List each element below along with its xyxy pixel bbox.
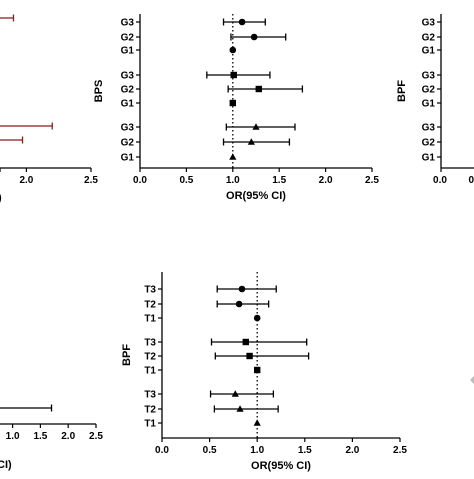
top-left-x-tick-label: 2.0 [19,175,33,186]
bottom-center-ci-bar [213,405,279,413]
top-center-x-tick-label: 1.0 [226,175,240,186]
top-right-row-label: G1 [422,99,436,110]
bottom-center-point-circle [235,300,243,308]
bottom-center-x-tick-label: 2.0 [345,445,359,456]
top-center-point-square [229,99,236,107]
bottom-center-point-triangle [231,390,239,397]
top-center-row-label: G2 [121,85,135,96]
top-center-row-label: G2 [121,33,135,44]
top-center-row-label: G1 [121,153,135,164]
bottom-center-row-label: T1 [144,314,156,325]
bottom-center-point-square [242,338,249,346]
top-center-point-circle [229,46,237,54]
bottom-center-point-triangle [253,419,261,426]
bottom-center-row-label: T3 [144,285,156,296]
top-center-point-circle [250,33,258,41]
top-center-row-label: G3 [121,123,135,134]
bottom-left-x-tick-label: 2.5 [89,431,103,442]
top-center-ci-bar [206,71,271,79]
bottom-center-row-label: T3 [144,390,156,401]
top-center-ci-bar [230,33,287,41]
top-center-x-tick-label: 1.5 [272,175,286,186]
bottom-center-row-label: T1 [144,419,156,430]
bottom-center-row-label: T3 [144,338,156,349]
top-center-y-axis-title: BPS [93,80,105,103]
bottom-left-x-tick-label: 1.0 [6,431,20,442]
bottom-center-x-tick-label: 0.0 [155,445,169,456]
top-left-ci-bar [0,14,15,22]
bottom-center-point-circle [253,314,261,322]
top-left-ci-bar [0,122,53,130]
top-right-row-label: G3 [422,123,436,134]
top-center-point-circle [238,18,246,26]
top-right-x-tick-label: 0 [468,175,474,186]
bottom-center-row-label: T2 [144,405,156,416]
top-center-x-tick-label: 0.5 [179,175,193,186]
bottom-center-ci-bar [216,300,270,308]
top-right-row-label: G3 [422,71,436,82]
top-center-ci-bar [225,123,296,131]
top-right-row-label: G2 [422,85,436,96]
bottom-center-x-tick-label: 0.5 [203,445,217,456]
bottom-left-x-tick-label: 1.5 [33,431,47,442]
bottom-center-point-square [246,352,253,360]
top-center-point-triangle [229,153,237,160]
bottom-center-x-tick-label: 2.5 [393,445,407,456]
bottom-center-ci-bar [209,390,275,398]
top-center-point-square [255,85,262,93]
bottom-center-x-tick-label: 1.0 [250,445,264,456]
bottom-left-x-tick-label: 2.0 [61,431,75,442]
top-center-point-square [230,71,237,79]
bottom-left-x-axis-title-fragment: CI) [0,459,12,471]
bottom-center-x-tick-label: 1.5 [298,445,312,456]
top-left-ci-bar [0,136,24,144]
top-center-row-label: G1 [121,99,135,110]
top-right-row-label: G2 [422,33,436,44]
bottom-center-point-triangle [236,405,244,412]
top-center-point-triangle [247,138,255,145]
top-center-x-tick-label: 0.0 [133,175,147,186]
bottom-center-ci-bar [216,285,277,293]
top-right-row-label: G1 [422,46,436,57]
bottom-center-x-axis-title: OR(95% CI) [251,460,311,472]
top-center-x-axis-title: OR(95% CI) [226,190,286,202]
bottom-center-point-circle [238,285,246,293]
top-right-y-axis-title: BPF [396,80,408,102]
top-left-x-axis-title-fragment: ) [0,192,2,204]
bottom-center-row-label: T2 [144,352,156,363]
top-center-x-tick-label: 2.5 [365,175,379,186]
top-center-ci-bar [222,138,291,146]
top-left-x-tick-label: 2.5 [84,175,98,186]
top-center-row-label: G3 [121,18,135,29]
top-center-point-triangle [252,123,260,130]
top-right-row-label: G3 [422,18,436,29]
bottom-right-edge-mark [470,376,474,384]
top-right-row-label: G1 [422,153,436,164]
top-right-x-tick-label: 0.0 [433,175,447,186]
top-right-row-label: G2 [422,138,436,149]
bottom-center-point-square [254,366,261,374]
top-center-row-label: G3 [121,71,135,82]
bottom-center-y-axis-title: BPF [121,344,133,366]
top-center-ci-bar [227,85,304,93]
bottom-center-ci-bar [210,338,308,346]
bottom-center-row-label: T2 [144,300,156,311]
top-center-row-label: G2 [121,138,135,149]
bottom-center-row-label: T1 [144,366,156,377]
top-center-row-label: G1 [121,46,135,57]
bottom-center-ci-bar [214,352,310,360]
top-center-x-tick-label: 2.0 [319,175,333,186]
